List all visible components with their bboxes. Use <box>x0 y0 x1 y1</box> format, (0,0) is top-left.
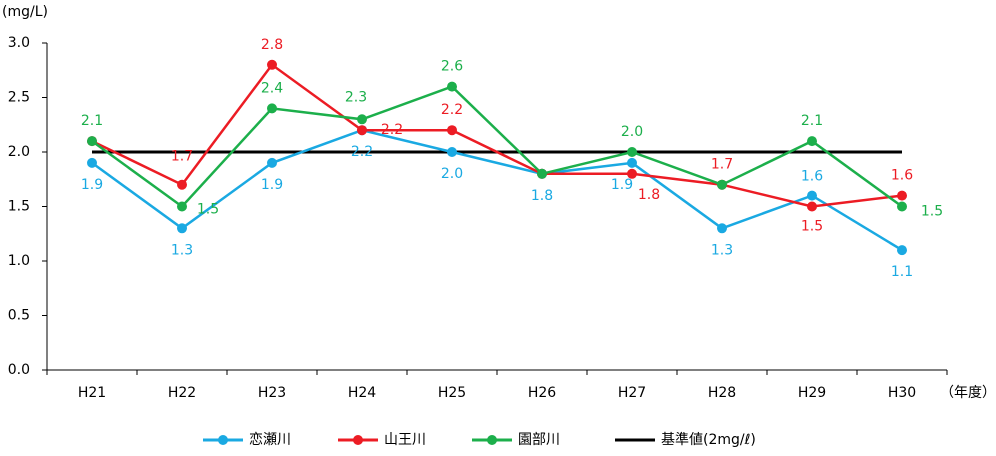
data-label: 1.9 <box>611 177 633 193</box>
data-label: 1.8 <box>531 188 553 204</box>
data-label: 1.9 <box>81 177 103 193</box>
x-tick-label: H26 <box>528 385 556 401</box>
y-tick-label: 0.0 <box>8 362 30 378</box>
y-tick-label: 0.5 <box>8 308 30 324</box>
data-label: 1.9 <box>261 177 283 193</box>
data-label: 2.1 <box>81 113 103 129</box>
data-label: 2.0 <box>441 166 463 182</box>
x-tick-label: H28 <box>708 385 736 401</box>
data-label: 2.4 <box>261 80 283 96</box>
data-point <box>267 157 277 168</box>
legend-marker <box>218 435 228 445</box>
y-tick-label: 2.0 <box>8 144 30 160</box>
data-point <box>357 125 367 136</box>
x-tick-label: H29 <box>798 385 826 401</box>
data-point <box>87 157 97 168</box>
data-point <box>717 223 727 234</box>
series-line <box>91 85 903 209</box>
x-tick-label: H22 <box>168 385 196 401</box>
legend-label: 恋瀬川 <box>249 431 291 448</box>
data-label: 1.3 <box>711 242 733 258</box>
y-axis-label: (mg/L) <box>2 4 48 20</box>
data-label: 1.6 <box>891 168 913 184</box>
data-label: 2.2 <box>351 144 373 160</box>
legend-label: 園部川 <box>518 432 560 448</box>
data-point <box>177 223 187 234</box>
y-tick-label: 2.5 <box>8 90 30 106</box>
data-point <box>447 147 457 157</box>
data-label: 2.6 <box>441 59 463 75</box>
series-line <box>91 63 903 208</box>
data-label: 2.2 <box>441 102 463 118</box>
data-label: 1.6 <box>801 169 823 185</box>
data-point <box>807 190 817 201</box>
data-point <box>267 103 277 114</box>
y-tick-label: 3.0 <box>8 35 30 51</box>
data-label: 1.1 <box>891 264 913 280</box>
data-point <box>807 201 817 212</box>
data-point <box>447 125 457 136</box>
x-tick-label: H27 <box>618 385 646 401</box>
x-tick-label: H30 <box>888 385 916 401</box>
x-tick-label: H24 <box>348 385 376 401</box>
legend-label: 基準値(2mg/ℓ) <box>661 431 756 448</box>
series-line <box>91 128 903 252</box>
data-label: 1.5 <box>801 219 823 235</box>
x-tick-label: H21 <box>78 385 106 401</box>
data-label: 2.0 <box>621 124 643 140</box>
data-point <box>627 147 637 157</box>
data-point <box>897 190 907 201</box>
data-label: 1.3 <box>171 242 193 258</box>
data-point <box>807 136 817 147</box>
data-point <box>897 201 907 212</box>
data-label: 1.5 <box>921 204 943 220</box>
data-point <box>267 59 277 70</box>
legend-marker <box>353 435 363 445</box>
data-label: 2.3 <box>345 89 367 105</box>
data-point <box>87 136 97 147</box>
y-tick-label: 1.0 <box>8 253 30 269</box>
data-point <box>177 201 187 212</box>
y-tick-label: 1.5 <box>8 199 30 215</box>
data-label: 1.7 <box>711 157 733 173</box>
x-tick-label: H25 <box>438 385 466 401</box>
data-point <box>717 179 727 190</box>
data-point <box>627 157 637 168</box>
data-point <box>627 168 637 179</box>
data-label: 2.1 <box>801 113 823 129</box>
data-label: 1.8 <box>638 187 660 203</box>
data-label: 1.7 <box>171 149 193 165</box>
data-point <box>897 245 907 256</box>
data-point <box>177 179 187 190</box>
legend-label: 山王川 <box>384 432 426 448</box>
x-axis-label: （年度） <box>940 385 996 401</box>
x-tick-label: H23 <box>258 385 286 401</box>
data-label: 2.8 <box>261 37 283 53</box>
legend-marker <box>487 435 497 445</box>
data-label: 2.2 <box>381 122 403 138</box>
data-point <box>357 114 367 125</box>
data-point <box>537 168 547 179</box>
data-point <box>447 81 457 92</box>
data-label: 1.5 <box>197 202 219 218</box>
